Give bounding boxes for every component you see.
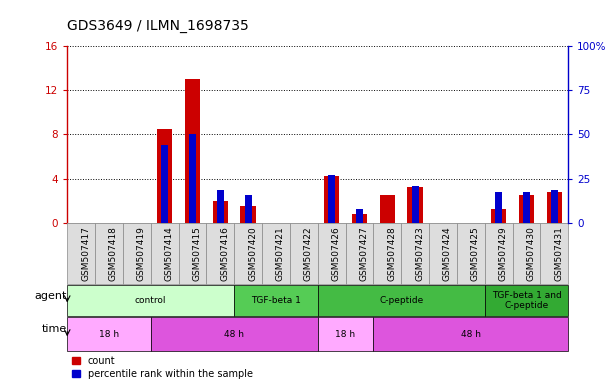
Bar xyxy=(324,176,339,223)
Bar xyxy=(346,223,373,284)
Text: time: time xyxy=(42,324,67,334)
Text: GSM507429: GSM507429 xyxy=(499,226,508,281)
Text: GSM507414: GSM507414 xyxy=(164,226,174,281)
Bar xyxy=(67,285,234,316)
Text: GSM507419: GSM507419 xyxy=(137,226,146,281)
Bar xyxy=(262,223,290,284)
Text: GSM507424: GSM507424 xyxy=(443,226,452,281)
Bar xyxy=(485,223,513,284)
Bar xyxy=(513,223,540,284)
Bar xyxy=(95,223,123,284)
Bar xyxy=(519,195,534,223)
Bar xyxy=(491,210,507,223)
Bar xyxy=(318,223,346,284)
Text: GSM507431: GSM507431 xyxy=(554,226,563,281)
Bar xyxy=(161,146,168,223)
Bar xyxy=(234,285,318,316)
Bar xyxy=(373,223,401,284)
Bar xyxy=(379,195,395,223)
Text: GSM507417: GSM507417 xyxy=(81,226,90,281)
Text: 48 h: 48 h xyxy=(461,329,481,339)
Text: GSM507415: GSM507415 xyxy=(192,226,202,281)
Bar xyxy=(429,223,457,284)
Bar xyxy=(241,206,256,223)
Text: GSM507418: GSM507418 xyxy=(109,226,118,281)
Bar xyxy=(547,192,562,223)
Bar xyxy=(551,190,558,223)
Bar xyxy=(244,195,252,223)
Bar xyxy=(151,223,178,284)
Bar xyxy=(356,210,363,223)
Bar xyxy=(485,285,568,316)
Text: GSM507427: GSM507427 xyxy=(359,226,368,281)
Text: GSM507416: GSM507416 xyxy=(221,226,229,281)
Bar xyxy=(495,192,502,223)
Text: GSM507423: GSM507423 xyxy=(415,226,424,281)
Text: GSM507422: GSM507422 xyxy=(304,226,313,281)
Bar xyxy=(318,285,485,316)
Bar xyxy=(151,318,318,351)
Text: C-peptide: C-peptide xyxy=(379,296,423,305)
Bar xyxy=(352,214,367,223)
Bar xyxy=(457,223,485,284)
Bar xyxy=(207,223,234,284)
Bar xyxy=(178,223,207,284)
Bar xyxy=(523,192,530,223)
Text: GDS3649 / ILMN_1698735: GDS3649 / ILMN_1698735 xyxy=(67,19,249,33)
Text: GSM507425: GSM507425 xyxy=(471,226,480,281)
Text: control: control xyxy=(135,296,166,305)
Legend: count, percentile rank within the sample: count, percentile rank within the sample xyxy=(72,356,252,379)
Text: 18 h: 18 h xyxy=(335,329,356,339)
Bar xyxy=(67,223,95,284)
Bar xyxy=(189,134,196,223)
Bar xyxy=(373,318,568,351)
Bar xyxy=(401,223,429,284)
Bar xyxy=(412,186,419,223)
Bar xyxy=(328,175,335,223)
Text: agent: agent xyxy=(35,291,67,301)
Text: TGF-beta 1 and
C-peptide: TGF-beta 1 and C-peptide xyxy=(492,291,562,310)
Bar xyxy=(157,129,172,223)
Text: GSM507428: GSM507428 xyxy=(387,226,397,281)
Text: 48 h: 48 h xyxy=(224,329,244,339)
Text: TGF-beta 1: TGF-beta 1 xyxy=(251,296,301,305)
Bar xyxy=(408,187,423,223)
Text: GSM507421: GSM507421 xyxy=(276,226,285,281)
Text: GSM507426: GSM507426 xyxy=(332,226,341,281)
Bar xyxy=(290,223,318,284)
Text: GSM507420: GSM507420 xyxy=(248,226,257,281)
Bar xyxy=(234,223,262,284)
Bar xyxy=(185,79,200,223)
Bar xyxy=(217,190,224,223)
Bar xyxy=(123,223,151,284)
Bar xyxy=(213,200,228,223)
Bar xyxy=(318,318,373,351)
Bar xyxy=(540,223,568,284)
Text: GSM507430: GSM507430 xyxy=(527,226,535,281)
Bar xyxy=(67,318,151,351)
Text: 18 h: 18 h xyxy=(99,329,119,339)
